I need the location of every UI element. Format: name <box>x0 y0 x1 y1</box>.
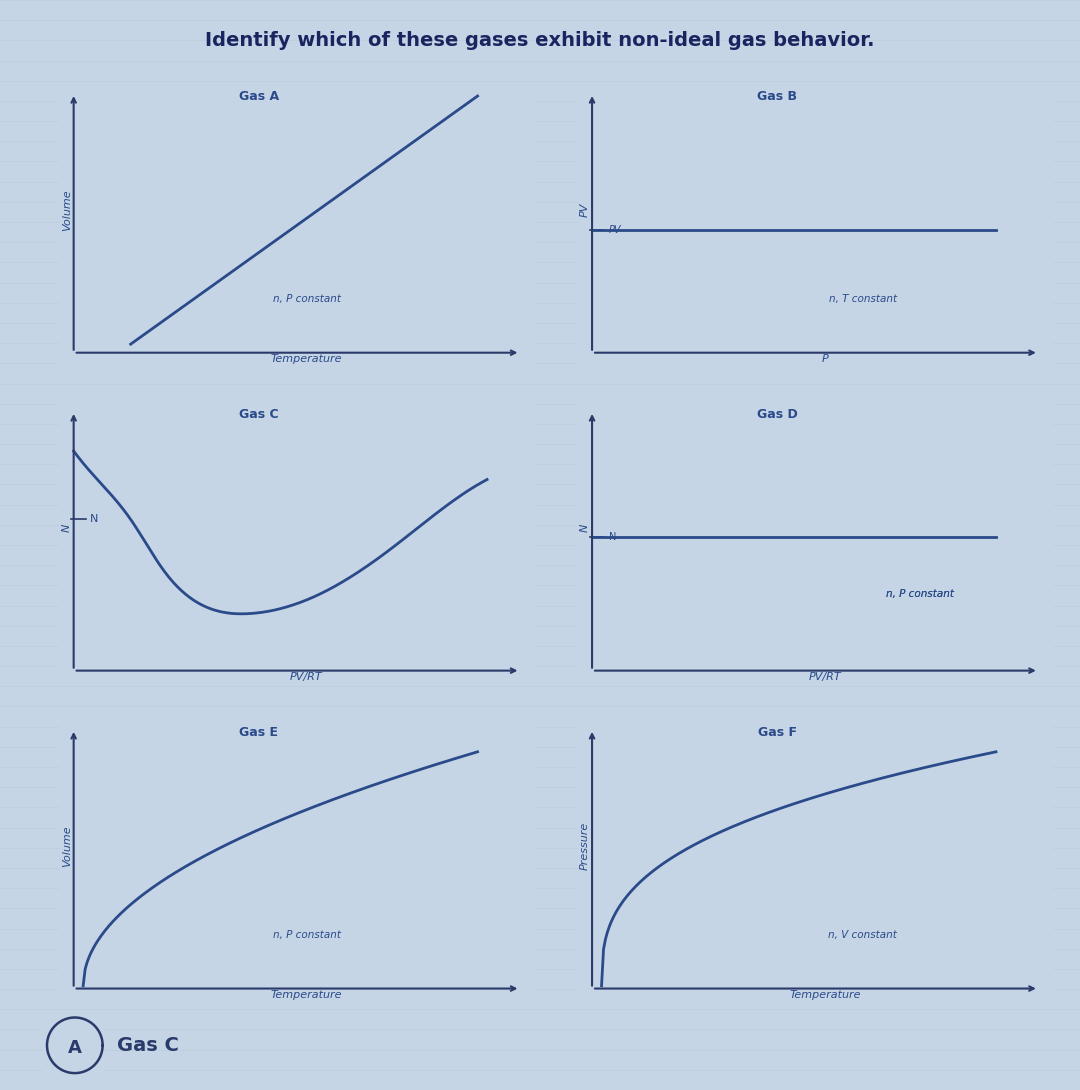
Text: N: N <box>609 532 616 542</box>
Text: Volume: Volume <box>62 825 71 867</box>
Text: Gas D: Gas D <box>757 409 798 421</box>
Text: Gas E: Gas E <box>240 726 279 739</box>
Text: A: A <box>68 1039 82 1057</box>
Text: Gas B: Gas B <box>757 90 797 104</box>
Text: N: N <box>91 514 98 524</box>
Text: N: N <box>580 524 590 532</box>
Text: Pressure: Pressure <box>580 822 590 870</box>
Text: n, V constant: n, V constant <box>828 930 897 940</box>
Text: Volume: Volume <box>62 190 71 231</box>
Text: Gas A: Gas A <box>239 90 279 104</box>
Text: P: P <box>822 354 828 364</box>
Text: Temperature: Temperature <box>271 354 342 364</box>
Text: Gas F: Gas F <box>758 726 797 739</box>
Text: Gas C: Gas C <box>239 409 279 421</box>
Text: n, T constant: n, T constant <box>828 294 897 304</box>
Text: Temperature: Temperature <box>789 990 861 1000</box>
Text: N: N <box>62 524 71 532</box>
Text: n, P constant: n, P constant <box>886 590 954 600</box>
Text: Gas C: Gas C <box>118 1036 179 1055</box>
Text: n, P constant: n, P constant <box>272 294 340 304</box>
Text: PV/RT: PV/RT <box>291 673 323 682</box>
Text: PV/RT: PV/RT <box>809 673 841 682</box>
Text: n, P constant: n, P constant <box>886 590 954 600</box>
Text: PV: PV <box>609 225 621 235</box>
Text: Temperature: Temperature <box>271 990 342 1000</box>
Text: PV: PV <box>580 203 590 217</box>
Text: Identify which of these gases exhibit non-ideal gas behavior.: Identify which of these gases exhibit no… <box>205 31 875 49</box>
Text: n, P constant: n, P constant <box>272 930 340 940</box>
